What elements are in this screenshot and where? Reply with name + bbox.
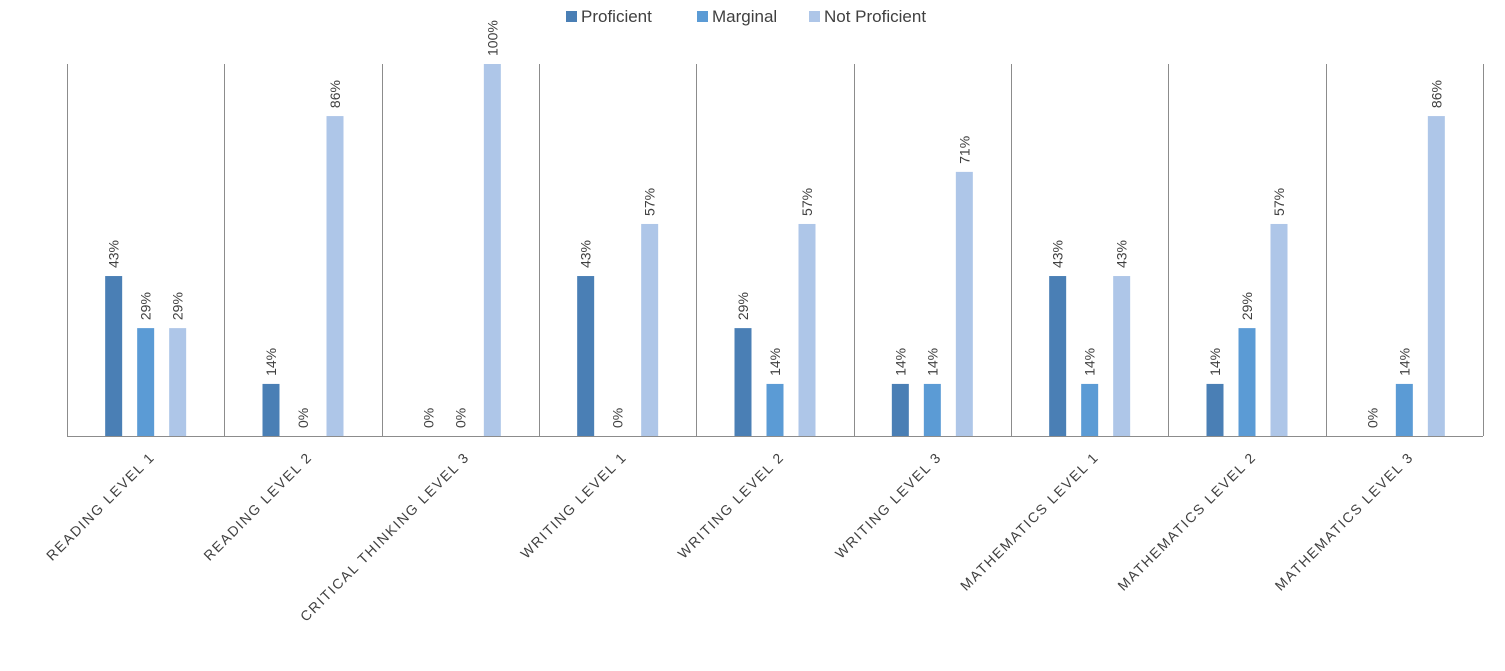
data-label: 29% bbox=[138, 292, 154, 320]
data-label: 0% bbox=[452, 408, 468, 428]
legend-swatch bbox=[566, 11, 577, 22]
x-tick-label: WRITING LEVEL 3 bbox=[832, 449, 945, 562]
x-tick-label: MATHEMATICS LEVEL 2 bbox=[1114, 449, 1259, 594]
bar bbox=[577, 276, 595, 436]
bar bbox=[1206, 383, 1224, 436]
data-label: 57% bbox=[799, 188, 815, 216]
legend-label: Proficient bbox=[581, 7, 652, 26]
data-label: 100% bbox=[484, 20, 500, 56]
bar bbox=[105, 276, 123, 436]
bar bbox=[262, 383, 280, 436]
bar bbox=[798, 223, 816, 436]
bar bbox=[169, 328, 187, 436]
x-tick-label: READING LEVEL 2 bbox=[200, 449, 315, 564]
x-tick-label: WRITING LEVEL 1 bbox=[517, 449, 630, 562]
data-label: 14% bbox=[892, 348, 908, 376]
data-label: 43% bbox=[578, 240, 594, 268]
bar bbox=[1238, 328, 1256, 436]
data-label: 29% bbox=[735, 292, 751, 320]
bar bbox=[1270, 223, 1288, 436]
bar bbox=[1427, 116, 1445, 436]
data-label: 86% bbox=[1428, 80, 1444, 108]
data-label: 0% bbox=[295, 408, 311, 428]
category-separators bbox=[67, 64, 1484, 436]
x-tick-label: MATHEMATICS LEVEL 1 bbox=[957, 449, 1102, 594]
data-label: 14% bbox=[1082, 348, 1098, 376]
legend-label: Marginal bbox=[712, 7, 777, 26]
chart-legend: Proficient Marginal Not Proficient bbox=[566, 7, 926, 26]
bar bbox=[734, 328, 752, 436]
data-label: 43% bbox=[1050, 240, 1066, 268]
x-tick-label: CRITICAL THINKING LEVEL 3 bbox=[297, 449, 473, 625]
bar bbox=[766, 383, 784, 436]
data-label: 14% bbox=[924, 348, 940, 376]
data-label: 14% bbox=[767, 348, 783, 376]
x-tick-label: READING LEVEL 1 bbox=[43, 449, 158, 564]
bar bbox=[1049, 276, 1067, 436]
data-label: 43% bbox=[1114, 240, 1130, 268]
data-label: 57% bbox=[642, 188, 658, 216]
data-label: 43% bbox=[106, 240, 122, 268]
bar bbox=[1081, 383, 1099, 436]
x-tick-label: MATHEMATICS LEVEL 3 bbox=[1272, 449, 1417, 594]
bar bbox=[1113, 276, 1131, 436]
legend-swatch bbox=[809, 11, 820, 22]
data-label: 14% bbox=[263, 348, 279, 376]
data-label: 0% bbox=[1364, 408, 1380, 428]
data-label: 71% bbox=[956, 136, 972, 164]
legend-label: Not Proficient bbox=[824, 7, 926, 26]
legend-swatch bbox=[697, 11, 708, 22]
data-label: 14% bbox=[1207, 348, 1223, 376]
data-label: 29% bbox=[1239, 292, 1255, 320]
bar bbox=[483, 64, 501, 436]
bar bbox=[923, 383, 941, 436]
bar bbox=[326, 116, 344, 436]
bar bbox=[137, 328, 155, 436]
bar bbox=[641, 223, 659, 436]
data-label: 29% bbox=[170, 292, 186, 320]
bar bbox=[1395, 383, 1413, 436]
data-labels: 43% 29% 29% 14% 0% 86% 0% 0% 100% 43% 0% 57% 29% 14% 5… bbox=[106, 20, 1445, 428]
bars bbox=[105, 64, 1445, 436]
x-tick-label: WRITING LEVEL 2 bbox=[674, 449, 787, 562]
bar bbox=[891, 383, 909, 436]
bar bbox=[955, 171, 973, 436]
data-label: 0% bbox=[420, 408, 436, 428]
data-label: 86% bbox=[327, 80, 343, 108]
data-label: 57% bbox=[1271, 188, 1287, 216]
data-label: 14% bbox=[1396, 348, 1412, 376]
data-label: 0% bbox=[610, 408, 626, 428]
